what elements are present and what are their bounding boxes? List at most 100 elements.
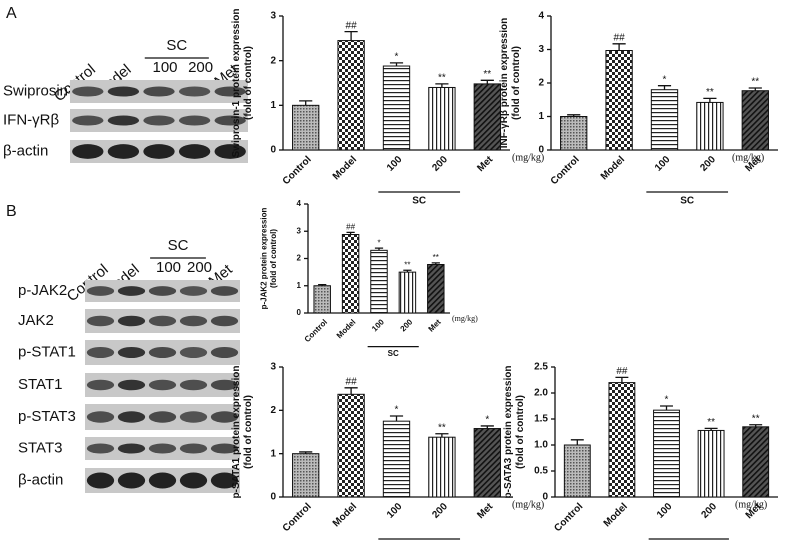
row-label: Swiprosin-1 — [3, 82, 81, 99]
blot-band — [148, 443, 177, 454]
blot-band — [179, 286, 208, 296]
y-axis-label: p-SATA1 protein expression(fold of contr… — [231, 366, 254, 499]
significance-label: ** — [483, 69, 491, 80]
blot-band — [86, 443, 115, 454]
error-bar — [346, 231, 355, 235]
error-bar — [480, 425, 494, 429]
row-label: β-actin — [18, 471, 63, 488]
x-tick-label: Model — [331, 154, 359, 182]
x-tick-label: Model — [335, 318, 358, 341]
y-axis-label: p-JAK2 protein expression(fold of contro… — [260, 207, 279, 309]
bar — [696, 101, 724, 151]
x-tick-label: Control — [549, 154, 582, 187]
x-tick-label: Control — [281, 501, 314, 534]
y-tick-label: 2 — [538, 78, 544, 89]
bar — [650, 89, 679, 151]
error-bar — [749, 424, 763, 427]
blot-band — [107, 144, 140, 159]
error-bar — [703, 97, 717, 103]
bar — [741, 90, 769, 151]
bar — [697, 429, 725, 498]
row-label: JAK2 — [18, 312, 54, 329]
blot-band — [178, 86, 211, 97]
row-label: IFN-γRβ — [3, 111, 59, 128]
x-tick-label: 100 — [385, 501, 405, 521]
x-tick-label: Control — [552, 501, 585, 534]
significance-label: ## — [346, 223, 355, 232]
bar — [473, 428, 501, 498]
y-axis-label: INF-γRβ protein expression(fold of contr… — [499, 18, 522, 149]
blot-band — [72, 86, 104, 97]
blot-band — [117, 347, 146, 358]
blot-band — [117, 472, 146, 489]
blot-band — [117, 379, 146, 391]
group-label: SC — [166, 37, 187, 54]
blot-band — [148, 286, 177, 296]
x-tick-label: 200 — [430, 501, 450, 521]
x-tick-label: Met — [475, 501, 495, 521]
x-tick-label: 200 — [698, 154, 718, 174]
y-tick-label: 1 — [538, 111, 544, 122]
blot-band — [179, 443, 208, 454]
y-tick-label: 1 — [270, 100, 276, 111]
group-label: SC — [680, 196, 694, 207]
blot-band — [179, 315, 208, 327]
panel-label: B — [6, 203, 17, 220]
group-label: SC — [412, 196, 426, 207]
x-tick-label: 200 — [700, 501, 720, 521]
error-bar — [570, 439, 584, 445]
lane-label: 100 — [152, 59, 177, 76]
y-tick-label: 0 — [542, 492, 548, 503]
x-tick-label: Control — [281, 154, 314, 187]
significance-label: * — [485, 415, 489, 426]
significance-label: * — [395, 405, 399, 416]
bar — [473, 83, 501, 151]
y-tick-label: 3 — [297, 226, 302, 235]
blot-band — [117, 411, 146, 423]
y-tick-label: 0 — [538, 145, 544, 156]
error-bar — [567, 114, 581, 117]
blot-band — [143, 144, 175, 159]
x-tick-label: 100 — [370, 317, 386, 333]
x-tick-label: Met — [475, 154, 495, 174]
blot-band — [86, 411, 115, 423]
unit-label: (mg/kg) — [452, 314, 478, 323]
blot-band — [179, 347, 208, 358]
blot-band — [210, 347, 239, 358]
significance-label: ## — [616, 366, 628, 377]
y-tick-label: 0 — [297, 308, 302, 317]
error-bar — [344, 387, 358, 395]
significance-label: ** — [751, 77, 759, 88]
x-tick-label: 200 — [430, 154, 450, 174]
bar — [605, 50, 633, 151]
significance-label: * — [395, 52, 399, 63]
y-tick-label: 4 — [297, 199, 302, 208]
blot-band — [179, 472, 208, 489]
unit-label: (mg/kg) — [512, 152, 544, 163]
x-tick-label: Control — [303, 318, 329, 344]
bar — [398, 271, 417, 314]
bar — [337, 393, 365, 498]
blot-band — [143, 86, 175, 97]
significance-label: ** — [433, 253, 439, 262]
unit-label: (mg/kg) — [735, 499, 767, 510]
y-tick-label: 3 — [270, 11, 276, 22]
error-bar — [318, 284, 327, 286]
blot-band — [148, 472, 177, 489]
y-tick-label: 2 — [270, 405, 276, 416]
blot-band — [210, 379, 239, 391]
significance-label: ## — [614, 32, 626, 43]
error-bar — [748, 87, 762, 91]
bar — [653, 409, 680, 498]
row-label: STAT3 — [18, 439, 62, 456]
blot-band — [210, 472, 239, 489]
row-label: p-JAK2 — [18, 282, 67, 299]
bar — [563, 444, 591, 498]
x-tick-label: 100 — [385, 154, 405, 174]
panel-label: A — [6, 5, 17, 22]
blot-band — [179, 379, 208, 391]
error-bar — [299, 100, 313, 106]
blot-band — [210, 286, 239, 296]
bar — [292, 104, 320, 151]
